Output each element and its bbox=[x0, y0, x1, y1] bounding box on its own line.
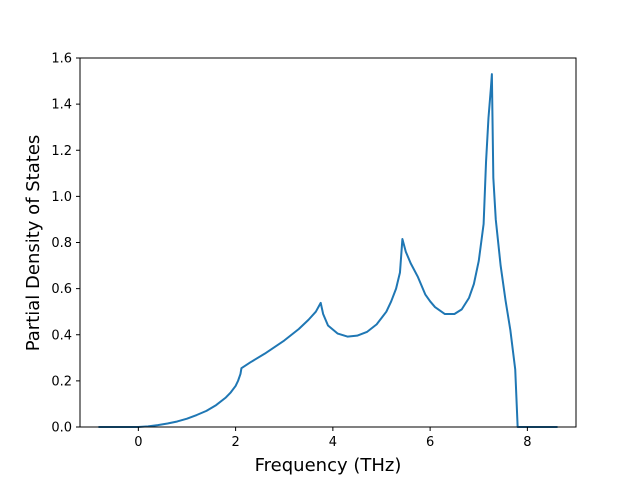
x-tick-label: 0 bbox=[134, 435, 142, 450]
y-tick-label: 0.4 bbox=[51, 328, 72, 343]
x-axis-label: Frequency (THz) bbox=[255, 455, 402, 476]
y-tick-label: 1.0 bbox=[51, 190, 72, 205]
y-tick-label: 0.0 bbox=[51, 421, 72, 436]
y-axis-label: Partial Density of States bbox=[23, 135, 44, 352]
x-tick-label: 4 bbox=[329, 435, 337, 450]
y-tick-label: 0.8 bbox=[51, 236, 72, 251]
y-tick-label: 1.6 bbox=[51, 52, 72, 67]
y-tick-label: 0.2 bbox=[51, 374, 72, 389]
x-axis: 0 2 4 6 8 bbox=[134, 427, 532, 450]
y-tick-label: 1.2 bbox=[51, 144, 72, 159]
x-tick-label: 6 bbox=[426, 435, 434, 450]
y-tick-label: 0.6 bbox=[51, 282, 72, 297]
x-tick-label: 8 bbox=[523, 435, 531, 450]
y-tick-label: 1.4 bbox=[51, 98, 72, 113]
series-line-0 bbox=[98, 73, 558, 428]
y-axis: 0.0 0.2 0.4 0.6 0.8 1.0 1.2 1.4 1.6 bbox=[51, 52, 80, 436]
x-tick-label: 2 bbox=[231, 435, 239, 450]
